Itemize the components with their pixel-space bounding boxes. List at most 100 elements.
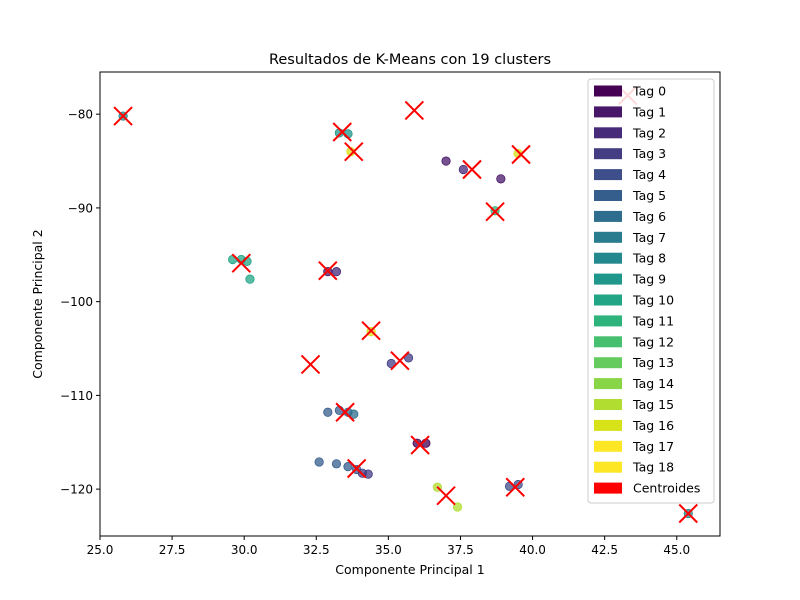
legend-label: Tag 15 [632,397,674,412]
legend-items: Tag 0 Tag 1 Tag 2 Tag 3 Tag 4 Tag 5 Tag 6 Tag 7… [594,84,700,496]
legend-swatch [594,273,622,285]
centroid-marker [231,253,252,273]
data-point [458,164,468,175]
x-axis-label: Componente Principal 1 [335,562,484,577]
x-tick-label: 40.0 [519,543,546,557]
data-point [331,267,342,277]
y-tick-label: −110 [60,389,93,403]
legend-swatch [594,461,622,473]
legend-label: Tag 8 [632,251,666,266]
x-tick-label: 25.0 [87,543,114,557]
centroid-marker [404,100,425,121]
legend-swatch [594,148,622,160]
centroid-marker [300,354,321,375]
centroid-stroke [505,477,525,497]
centroid-stroke [462,159,482,180]
chart-title: Resultados de K-Means con 19 clusters [269,52,551,68]
data-point [343,462,353,472]
x-tick-label: 45.0 [663,543,690,557]
y-tick-label: −90 [68,201,93,215]
centroid-marker [344,141,364,162]
legend-swatch [594,419,622,431]
y-axis-ticks: −80 −90 −100 −110 −120 [60,108,100,497]
y-tick-label: −100 [60,295,93,309]
centroid-stroke [231,253,252,273]
legend-label: Tag 6 [632,209,666,224]
x-tick-label: 30.0 [231,543,258,557]
legend-swatch [594,482,622,494]
x-tick-label: 37.5 [447,543,474,557]
centroid-marker [505,477,525,497]
centroid-stroke [344,141,364,162]
legend: Tag 0 Tag 1 Tag 2 Tag 3 Tag 4 Tag 5 Tag 6 Tag 7… [587,78,715,504]
centroid-stroke [113,106,133,126]
data-point [403,353,414,363]
centroid-stroke [361,321,381,341]
centroid-stroke [404,100,425,121]
legend-label: Tag 2 [632,125,666,140]
legend-swatch [594,210,622,222]
data-point [323,407,333,417]
legend-swatch [594,357,622,369]
x-tick-label: 42.5 [591,543,618,557]
legend-label: Tag 11 [632,313,674,328]
data-point [496,174,506,184]
x-axis-ticks: 25.0 27.5 30.0 32.5 35.0 37.5 40.0 42.5 45.0 [87,536,690,557]
legend-label: Tag 4 [632,167,666,182]
data-point [441,156,451,166]
centroid-marker [318,261,338,281]
data-point [386,358,396,369]
legend-swatch [594,85,622,97]
legend-label: Tag 16 [632,418,674,433]
legend-swatch [594,399,622,410]
centroid-stroke [485,201,505,222]
centroid-stroke [318,261,338,281]
legend-swatch [594,169,622,181]
legend-label: Tag 9 [632,272,666,287]
centroid-stroke [300,354,321,375]
centroid-marker [361,321,381,341]
plot-area-frame [99,71,721,537]
centroid-marker [511,144,531,165]
centroid-marker [678,503,698,524]
legend-swatch [594,252,622,264]
legend-label: Centroides [633,481,700,496]
legend-label: Tag 1 [632,104,666,119]
x-tick-label: 27.5 [159,543,186,557]
centroid-stroke [390,351,410,371]
data-point [349,409,359,419]
legend-swatch [594,315,622,327]
legend-label: Tag 14 [632,376,674,391]
centroid-stroke [678,503,698,524]
legend-swatch [594,378,622,390]
centroid-marker [485,201,505,222]
centroid-marker [410,435,430,455]
centroid-stroke [335,402,355,422]
legend-label: Tag 12 [632,334,674,349]
centroid-marker [113,106,133,126]
x-tick-label: 32.5 [303,543,330,557]
legend-swatch [594,231,622,243]
legend-label: Tag 5 [632,188,666,203]
legend-label: Tag 13 [632,355,674,370]
centroid-marker [335,402,355,422]
centroid-marker [332,122,352,142]
centroid-marker [346,458,367,479]
data-point [452,502,463,512]
legend-swatch [594,440,622,452]
legend-label: Tag 18 [632,460,674,475]
centroid-stroke [410,435,430,455]
legend-label: Tag 3 [632,146,666,161]
data-point [363,469,373,479]
legend-label: Tag 10 [632,293,674,308]
centroid-stroke [346,458,367,479]
data-point [314,457,324,467]
data-point [331,459,342,469]
centroid-stroke [511,144,531,165]
y-tick-label: −80 [68,108,93,122]
centroid-marker [436,485,456,506]
centroid-marker [390,351,410,371]
data-point [245,274,255,284]
legend-label: Tag 7 [632,230,666,245]
legend-frame [587,78,715,504]
